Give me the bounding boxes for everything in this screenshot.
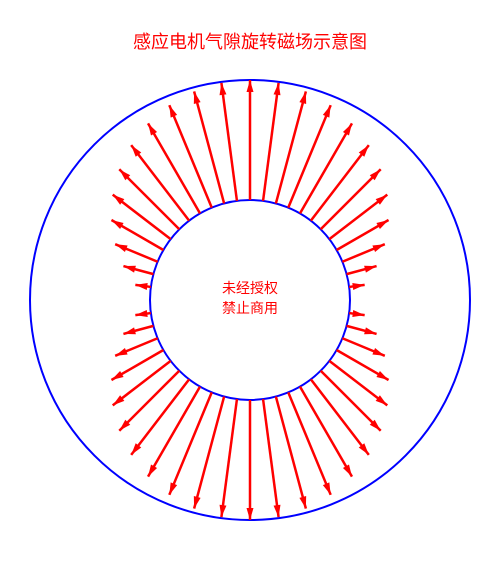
watermark-line-1: 未经授权 — [0, 280, 500, 300]
watermark-text: 未经授权 禁止商用 — [0, 280, 500, 319]
watermark-line-2: 禁止商用 — [0, 300, 500, 320]
diagram-title: 感应电机气隙旋转磁场示意图 — [0, 28, 500, 54]
